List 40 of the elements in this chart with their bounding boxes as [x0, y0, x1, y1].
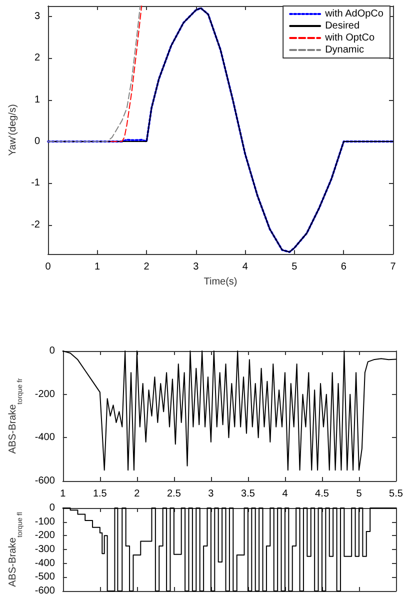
y-tick-label: -100	[34, 516, 56, 528]
legend-label: Dynamic	[325, 44, 364, 56]
legend-label: with AdOpCo	[324, 8, 384, 20]
y-axis-title: Yaw'(deg/s)	[8, 104, 18, 156]
y-tick-label: 0	[49, 502, 56, 514]
y-tick-label: -500	[34, 572, 56, 583]
x-tick-label: 2	[134, 488, 140, 500]
y-tick-label: 3	[34, 10, 40, 22]
x-axis-title: Time(s)	[204, 276, 238, 288]
x-tick-label: 3	[208, 488, 214, 500]
y-tick-label: -1	[31, 178, 40, 189]
y-tick-label: -600	[34, 476, 56, 486]
x-tick-label: 4	[282, 488, 288, 500]
x-tick-label: 5	[292, 262, 298, 273]
x-tick-label: 2	[144, 262, 150, 273]
y-tick-label: -400	[34, 432, 56, 444]
y-tick-label: 2	[34, 52, 40, 64]
x-tick-label: 3	[193, 262, 200, 273]
x-tick-label: 1	[60, 488, 66, 500]
x-tick-label: 2.5	[166, 488, 182, 500]
x-tick-label: 4	[242, 262, 248, 273]
y-tick-label: -200	[34, 388, 56, 400]
x-tick-label: 5	[356, 488, 362, 500]
y-tick-label: 0	[34, 136, 40, 148]
legend-label: Desired	[325, 20, 360, 32]
y-tick-label: -600	[34, 586, 56, 596]
x-tick-label: 5.5	[389, 488, 404, 500]
x-tick-label: 3.5	[241, 488, 256, 500]
y-tick-label: -300	[34, 544, 56, 555]
x-tick-label: 7	[390, 262, 396, 273]
x-tick-label: 1	[94, 262, 101, 273]
x-tick-label: 4.5	[315, 488, 330, 500]
legend-label: with OptCo	[324, 32, 375, 44]
y-tick-label: 1	[34, 94, 40, 106]
y-tick-label: 0	[49, 346, 56, 356]
y-tick-label: -2	[31, 219, 40, 230]
y-tick-label: -400	[34, 558, 56, 569]
x-tick-label: 6	[340, 262, 347, 273]
x-tick-label: 1.5	[92, 488, 108, 500]
y-tick-label: -200	[34, 530, 56, 542]
